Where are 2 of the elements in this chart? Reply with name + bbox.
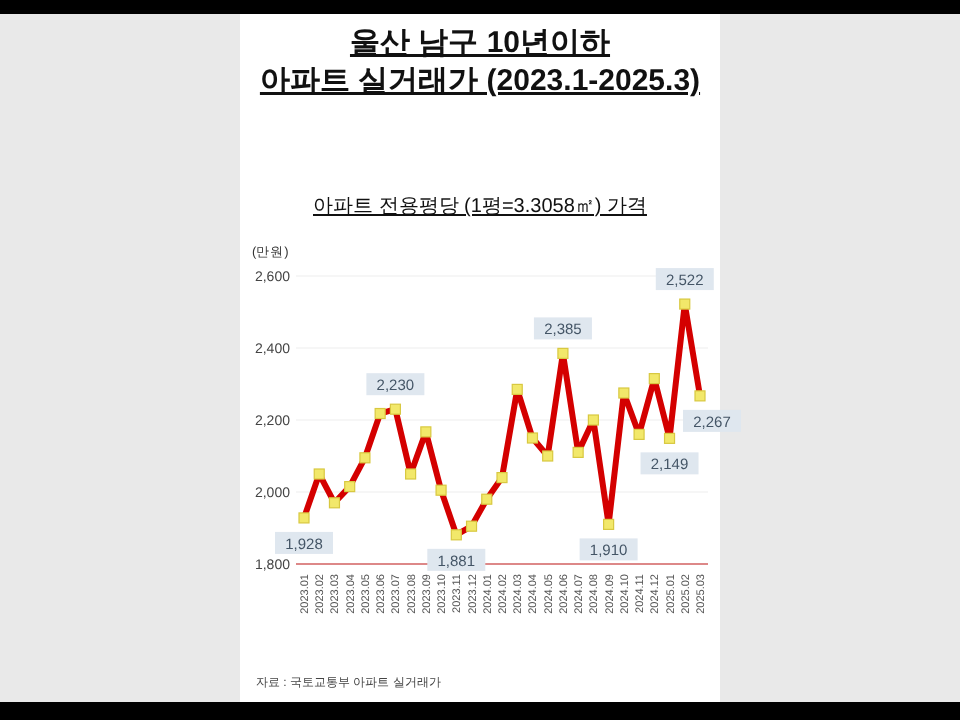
chart-title: 울산 남구 10년이하 아파트 실거래가 (2023.1-2025.3) (259, 26, 701, 98)
chart-subtitle: 아파트 전용평당 (1평=3.3058㎡) 가격 (313, 196, 647, 218)
